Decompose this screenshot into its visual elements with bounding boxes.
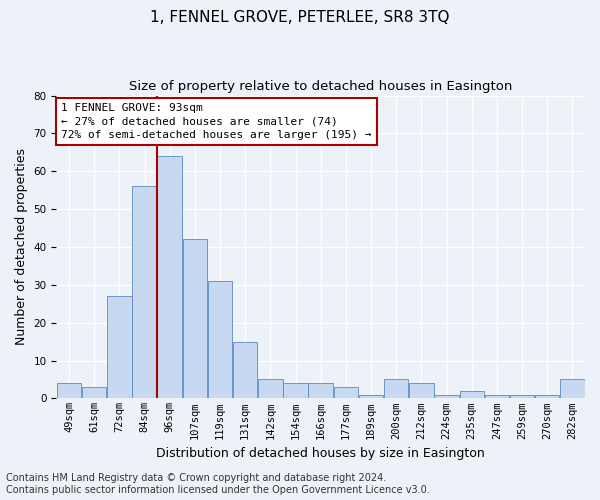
Bar <box>308 383 333 398</box>
Bar <box>233 342 257 398</box>
Bar <box>82 387 106 398</box>
Bar <box>157 156 182 398</box>
Bar <box>510 394 534 398</box>
Bar <box>208 281 232 398</box>
Text: Contains HM Land Registry data © Crown copyright and database right 2024.
Contai: Contains HM Land Registry data © Crown c… <box>6 474 430 495</box>
Bar <box>283 383 308 398</box>
Bar <box>334 387 358 398</box>
X-axis label: Distribution of detached houses by size in Easington: Distribution of detached houses by size … <box>157 447 485 460</box>
Bar <box>258 380 283 398</box>
Bar <box>460 391 484 398</box>
Title: Size of property relative to detached houses in Easington: Size of property relative to detached ho… <box>129 80 512 93</box>
Bar <box>359 394 383 398</box>
Bar <box>384 380 409 398</box>
Text: 1 FENNEL GROVE: 93sqm
← 27% of detached houses are smaller (74)
72% of semi-deta: 1 FENNEL GROVE: 93sqm ← 27% of detached … <box>61 103 372 140</box>
Bar <box>535 394 559 398</box>
Bar <box>560 380 584 398</box>
Bar <box>182 240 207 398</box>
Bar <box>485 394 509 398</box>
Bar <box>409 383 434 398</box>
Y-axis label: Number of detached properties: Number of detached properties <box>15 148 28 346</box>
Bar <box>57 383 81 398</box>
Bar <box>434 394 459 398</box>
Bar <box>132 186 157 398</box>
Text: 1, FENNEL GROVE, PETERLEE, SR8 3TQ: 1, FENNEL GROVE, PETERLEE, SR8 3TQ <box>150 10 450 25</box>
Bar <box>107 296 131 398</box>
